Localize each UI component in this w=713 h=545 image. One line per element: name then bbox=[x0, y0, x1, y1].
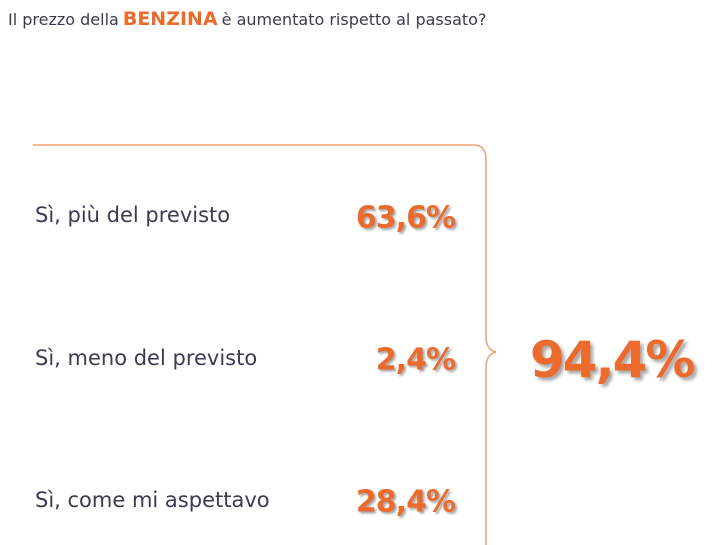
answer-value: 63,6% bbox=[355, 200, 456, 236]
brace-line bbox=[33, 144, 497, 545]
title-highlight: BENZINA bbox=[122, 8, 218, 30]
title: Il prezzo della BENZINA è aumentato rispet… bbox=[8, 8, 486, 30]
title-text: è aumentato rispetto al passato? bbox=[221, 10, 487, 29]
answer-label: Sì, meno del previsto bbox=[35, 346, 258, 370]
answer-value: 28,4% bbox=[355, 484, 456, 520]
total-value: 94,4% bbox=[530, 331, 695, 389]
answer-label: Sì, come mi aspettavo bbox=[35, 488, 270, 512]
answer-value: 2,4% bbox=[375, 342, 456, 378]
title-text: Il prezzo della bbox=[8, 10, 119, 29]
answer-label: Sì, più del previsto bbox=[35, 203, 231, 227]
